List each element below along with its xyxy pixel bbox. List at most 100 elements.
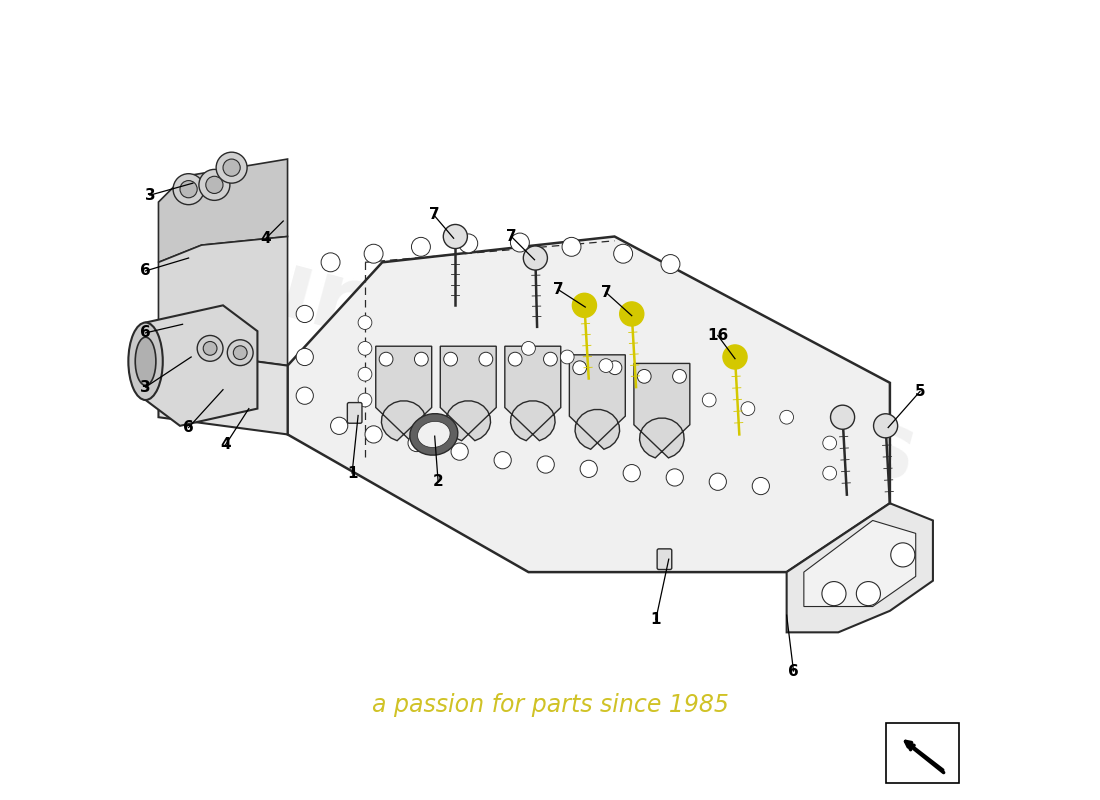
Circle shape [216, 152, 248, 183]
Circle shape [173, 174, 205, 205]
Circle shape [478, 352, 493, 366]
Circle shape [494, 452, 512, 469]
Polygon shape [158, 348, 287, 434]
Ellipse shape [418, 422, 450, 447]
Text: 7: 7 [601, 285, 612, 300]
Circle shape [710, 473, 726, 490]
Circle shape [619, 302, 644, 326]
Circle shape [600, 358, 613, 373]
Polygon shape [158, 237, 287, 366]
Circle shape [672, 370, 686, 383]
Ellipse shape [129, 322, 163, 400]
Circle shape [411, 238, 430, 256]
Polygon shape [804, 521, 915, 606]
Circle shape [296, 387, 314, 404]
Circle shape [637, 370, 651, 383]
Circle shape [206, 176, 223, 194]
Circle shape [661, 254, 680, 274]
Text: 6: 6 [788, 663, 799, 678]
Polygon shape [440, 346, 496, 441]
Circle shape [204, 342, 217, 355]
Circle shape [508, 352, 522, 366]
Circle shape [510, 233, 529, 252]
FancyBboxPatch shape [886, 722, 959, 783]
Circle shape [197, 335, 223, 362]
Circle shape [580, 460, 597, 478]
Circle shape [359, 393, 372, 407]
Circle shape [443, 225, 468, 249]
Circle shape [451, 443, 469, 460]
Text: 6: 6 [184, 420, 194, 435]
Polygon shape [786, 503, 933, 632]
Ellipse shape [135, 337, 156, 386]
Circle shape [359, 342, 372, 355]
Circle shape [608, 361, 622, 374]
Circle shape [379, 352, 393, 366]
Circle shape [228, 340, 253, 366]
Text: 3: 3 [140, 379, 151, 394]
Circle shape [233, 346, 248, 359]
Polygon shape [158, 159, 287, 262]
Circle shape [199, 170, 230, 200]
Circle shape [822, 582, 846, 606]
Circle shape [623, 465, 640, 482]
Text: 7: 7 [553, 282, 564, 298]
Polygon shape [287, 237, 890, 572]
Polygon shape [505, 346, 561, 441]
Text: a passion for parts since 1985: a passion for parts since 1985 [372, 693, 728, 717]
Circle shape [562, 238, 581, 256]
Circle shape [459, 234, 477, 253]
Circle shape [331, 418, 348, 434]
Circle shape [667, 469, 683, 486]
Text: 5: 5 [915, 384, 925, 399]
Circle shape [359, 316, 372, 330]
Circle shape [521, 342, 536, 355]
Text: 6: 6 [140, 263, 151, 278]
FancyBboxPatch shape [657, 549, 672, 570]
Circle shape [752, 478, 769, 494]
Text: 1: 1 [346, 466, 358, 481]
Circle shape [823, 436, 836, 450]
Circle shape [321, 253, 340, 272]
Circle shape [537, 456, 554, 473]
Text: 7: 7 [429, 207, 439, 222]
Text: 16: 16 [707, 328, 728, 343]
Circle shape [702, 393, 716, 407]
Circle shape [365, 426, 382, 443]
Circle shape [891, 543, 915, 567]
Polygon shape [570, 355, 625, 450]
Circle shape [614, 244, 632, 263]
Circle shape [873, 414, 898, 438]
Text: 2: 2 [432, 474, 443, 490]
Text: euro car parts: euro car parts [174, 218, 926, 502]
Circle shape [223, 159, 240, 176]
Circle shape [543, 352, 558, 366]
Circle shape [524, 246, 548, 270]
Text: 3: 3 [144, 188, 155, 202]
Text: 4: 4 [220, 438, 231, 452]
Circle shape [296, 306, 314, 322]
Circle shape [560, 350, 574, 364]
Circle shape [443, 352, 458, 366]
Circle shape [741, 402, 755, 415]
Circle shape [830, 405, 855, 430]
Text: 6: 6 [140, 326, 151, 340]
Circle shape [723, 345, 747, 369]
Circle shape [823, 466, 836, 480]
Text: 1: 1 [650, 612, 661, 627]
Circle shape [180, 181, 197, 198]
Circle shape [572, 294, 596, 318]
Ellipse shape [410, 414, 458, 455]
Circle shape [408, 434, 426, 452]
Text: 7: 7 [506, 229, 517, 244]
Circle shape [359, 367, 372, 381]
Polygon shape [145, 306, 257, 426]
Text: 4: 4 [261, 230, 272, 246]
Circle shape [780, 410, 793, 424]
Circle shape [296, 348, 314, 366]
Circle shape [364, 244, 383, 263]
Polygon shape [376, 346, 431, 441]
Circle shape [415, 352, 428, 366]
FancyBboxPatch shape [348, 402, 362, 423]
Circle shape [573, 361, 586, 374]
